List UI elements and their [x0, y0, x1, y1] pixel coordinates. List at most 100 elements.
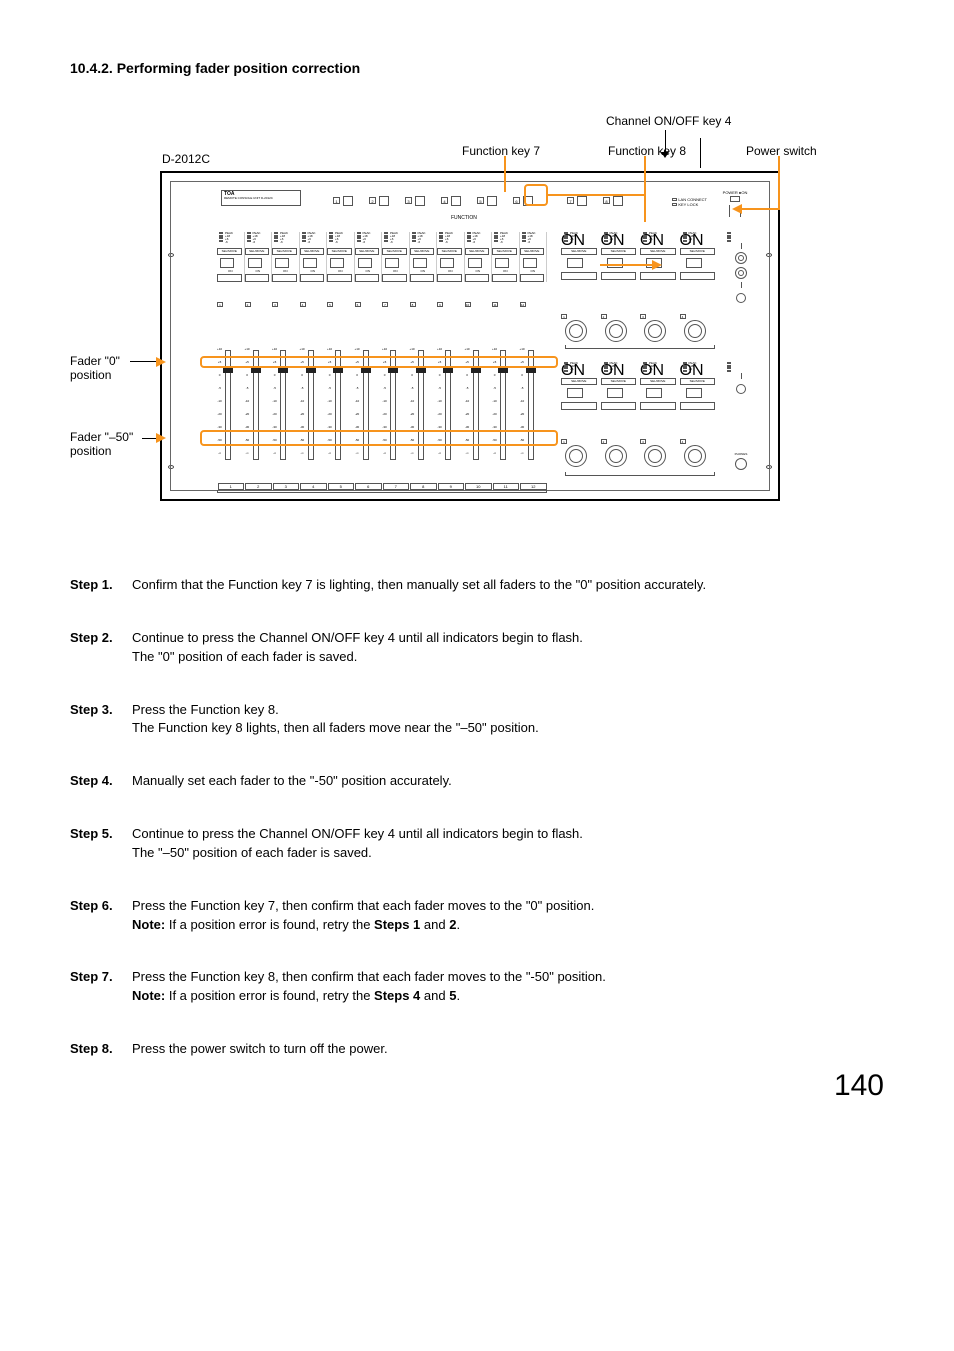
- function-key-7[interactable]: 7: [575, 194, 595, 212]
- channel-on-button[interactable]: [413, 258, 427, 268]
- orange-line: [742, 208, 780, 210]
- function-key-1[interactable]: 1: [341, 194, 361, 212]
- channel-on-button[interactable]: [646, 388, 662, 398]
- channel-strip: PEAK+18+6-6SEL/MOVEON: [492, 232, 520, 282]
- step: Step 4.Manually set each fader to the "-…: [70, 772, 884, 791]
- step: Step 1.Confirm that the Function key 7 i…: [70, 576, 884, 595]
- channel-bracket: [217, 490, 547, 493]
- encoder-knob[interactable]: 1: [561, 317, 601, 347]
- channel-on-button[interactable]: [468, 258, 482, 268]
- step: Step 8.Press the power switch to turn of…: [70, 1040, 884, 1059]
- channel-on-button[interactable]: [607, 388, 623, 398]
- orange-arrow-left-icon: [732, 204, 742, 214]
- brand-box: TOA REMOTE CONSOLE UNIT D-2012C: [221, 190, 301, 206]
- channel-on-button[interactable]: [567, 388, 583, 398]
- function-key-4[interactable]: 4: [449, 194, 469, 212]
- channel-on-button[interactable]: [248, 258, 262, 268]
- function-key-3[interactable]: 3: [413, 194, 433, 212]
- function-label: FUNCTION: [451, 215, 477, 221]
- page-number: 140: [834, 1069, 884, 1103]
- steps-list: Step 1.Confirm that the Function key 7 i…: [70, 576, 884, 1059]
- fader[interactable]: +10+50-5-10-20-30-50-∞: [300, 342, 328, 482]
- channel-on-button[interactable]: [220, 258, 234, 268]
- fader[interactable]: +10+50-5-10-20-30-50-∞: [492, 342, 520, 482]
- group-bracket-2: [565, 472, 715, 476]
- channel-on-button[interactable]: [567, 258, 583, 268]
- phones-knob[interactable]: [735, 458, 747, 470]
- encoder-knob[interactable]: 4: [680, 442, 720, 472]
- encoder-knob[interactable]: 1: [561, 442, 601, 472]
- function-key-2[interactable]: 2: [377, 194, 397, 212]
- channel-strip: PEAK+18+6-6SEL/MOVEON: [561, 362, 601, 412]
- channel-on-button[interactable]: [358, 258, 372, 268]
- console-panel: TOA REMOTE CONSOLE UNIT D-2012C 12345678…: [160, 171, 780, 501]
- channel-strip: PEAK+18+6-6SEL/MOVEON: [245, 232, 273, 282]
- orange-arrow-right-icon: [652, 260, 662, 270]
- callout-fkey7: Function key 7: [462, 144, 540, 158]
- encoder-knob[interactable]: 3: [640, 442, 680, 472]
- fader[interactable]: +10+50-5-10-20-30-50-∞: [245, 342, 273, 482]
- monitor-knob[interactable]: [736, 293, 746, 303]
- step: Step 3.Press the Function key 8.The Func…: [70, 701, 884, 739]
- callout-line: [142, 438, 156, 439]
- encoder-knob[interactable]: 3: [640, 317, 680, 347]
- encoder-knob[interactable]: 4: [680, 317, 720, 347]
- channel-strip: PEAK+18+6-6SEL/MOVEON: [680, 232, 720, 282]
- fader[interactable]: +10+50-5-10-20-30-50-∞: [217, 342, 245, 482]
- channel-on-button[interactable]: [330, 258, 344, 268]
- channel-on-button[interactable]: [303, 258, 317, 268]
- channel-on-button[interactable]: [686, 388, 702, 398]
- channel-strip: PEAK+18+6-6SEL/MOVEON: [355, 232, 383, 282]
- fader[interactable]: +10+50-5-10-20-30-50-∞: [465, 342, 493, 482]
- monitor-dial[interactable]: [735, 252, 747, 264]
- orange-arrow-right-icon: [156, 433, 166, 443]
- fader[interactable]: +10+50-5-10-20-30-50-∞: [410, 342, 438, 482]
- callout-fader0: Fader "0" position: [70, 354, 120, 382]
- orange-arrow-right-icon: [156, 357, 166, 367]
- encoder-knob[interactable]: 2: [601, 317, 641, 347]
- channel-strip: PEAK+18+6-6SEL/MOVEON: [601, 362, 641, 412]
- orange-line: [600, 264, 654, 266]
- channel-on-button[interactable]: [607, 258, 623, 268]
- power-switch[interactable]: [730, 196, 740, 202]
- function-key-8[interactable]: 8: [611, 194, 631, 212]
- channel-strip: PEAK+18+6-6SEL/MOVEON: [465, 232, 493, 282]
- phones: PHONES: [727, 452, 755, 472]
- callout-fkey8: Function key 8: [608, 144, 686, 158]
- callout-line: [130, 361, 156, 362]
- callout-divider: [700, 138, 701, 168]
- channel-on-button[interactable]: [440, 258, 454, 268]
- channel-on-button[interactable]: [686, 258, 702, 268]
- function-key-5[interactable]: 5: [485, 194, 505, 212]
- monitor-dial[interactable]: [735, 267, 747, 279]
- channel-strip: PEAK+18+6-6SEL/MOVEON: [680, 362, 720, 412]
- channel-strip: PEAK+18+6-6SEL/MOVEON: [382, 232, 410, 282]
- step: Step 5.Continue to press the Channel ON/…: [70, 825, 884, 863]
- group-bracket: [565, 345, 715, 349]
- orange-pointer-power: [778, 156, 780, 208]
- channel-strip: PEAK+18+6-6SEL/MOVEON: [640, 362, 680, 412]
- figure: Channel ON/OFF key 4 Function key 7 Func…: [70, 116, 884, 536]
- channel-on-button[interactable]: [523, 258, 537, 268]
- step: Step 7.Press the Function key 8, then co…: [70, 968, 884, 1006]
- function-key-6[interactable]: 6: [521, 194, 541, 212]
- small-knob[interactable]: [736, 384, 746, 394]
- channel-strip: PEAK+18+6-6SEL/MOVEON: [561, 232, 601, 282]
- fader[interactable]: +10+50-5-10-20-30-50-∞: [437, 342, 465, 482]
- channel-on-button[interactable]: [275, 258, 289, 268]
- callout-fader50: Fader "–50" position: [70, 430, 133, 458]
- fader[interactable]: +10+50-5-10-20-30-50-∞: [382, 342, 410, 482]
- channel-strip: PEAK+18+6-6SEL/MOVEON: [217, 232, 245, 282]
- monitor-column-2: [727, 362, 755, 399]
- callout-power: Power switch: [746, 144, 817, 158]
- fader[interactable]: +10+50-5-10-20-30-50-∞: [327, 342, 355, 482]
- fader[interactable]: +10+50-5-10-20-30-50-∞: [355, 342, 383, 482]
- fader[interactable]: +10+50-5-10-20-30-50-∞: [520, 342, 548, 482]
- channel-strip: PEAK+18+6-6SEL/MOVEON: [640, 232, 680, 282]
- channel-on-button[interactable]: [385, 258, 399, 268]
- step: Step 2.Continue to press the Channel ON/…: [70, 629, 884, 667]
- channel-strip: PEAK+18+6-6SEL/MOVEON: [601, 232, 641, 282]
- channel-on-button[interactable]: [495, 258, 509, 268]
- encoder-knob[interactable]: 2: [601, 442, 641, 472]
- fader[interactable]: +10+50-5-10-20-30-50-∞: [272, 342, 300, 482]
